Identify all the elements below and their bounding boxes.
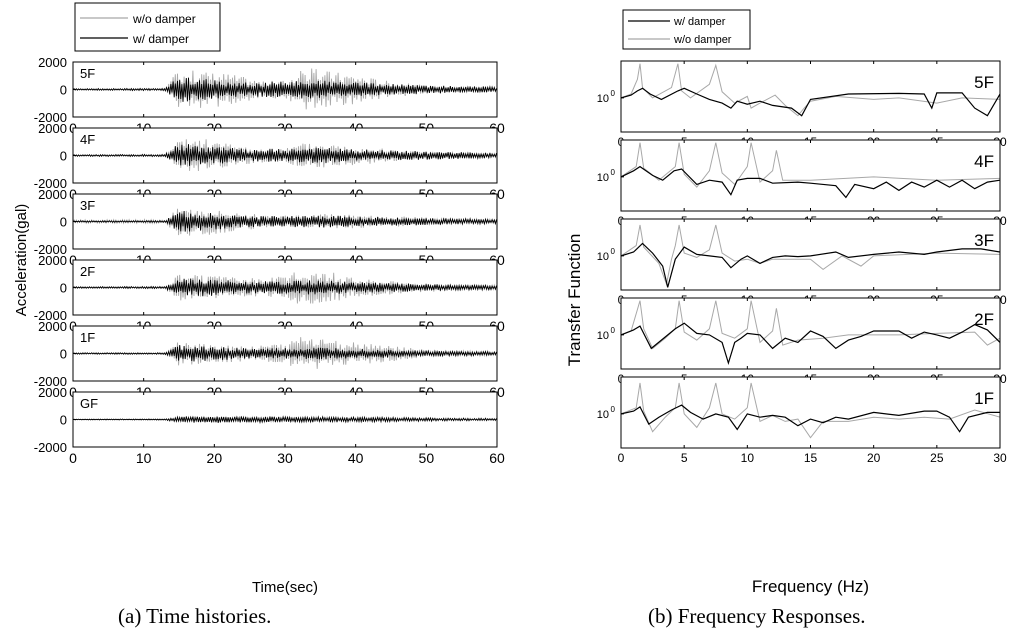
y-tick-label: 10	[597, 93, 609, 105]
panel-freq-2F: 0510152025301002F	[597, 297, 1007, 386]
y-tick-label: -2000	[34, 440, 67, 455]
legend-label-without-damper: w/o damper	[673, 34, 732, 46]
panel-label-2F: 2F	[974, 310, 994, 329]
series-with-damper-2F	[73, 278, 497, 297]
y-tick-label: 0	[60, 83, 67, 98]
x-tick-label: 30	[993, 451, 1007, 465]
panel-label-3F: 3F	[80, 198, 95, 213]
panel-freq-3F: 0510152025301003F	[597, 218, 1007, 307]
panel-label-GF: GF	[80, 396, 98, 411]
series-with-damper-4F	[621, 165, 1000, 199]
series-with-damper-5F	[621, 87, 1000, 117]
y-tick-label: 0	[60, 347, 67, 362]
x-tick-label: 10	[136, 450, 152, 466]
legend-label-without-damper: w/o damper	[132, 12, 196, 26]
y-tick-exponent: 0	[611, 89, 616, 98]
y-tick-label: -2000	[34, 110, 67, 125]
x-tick-label: 30	[277, 450, 293, 466]
y-tick-label: -2000	[34, 242, 67, 257]
series-with-damper-1F	[73, 345, 497, 362]
x-tick-label: 20	[867, 451, 881, 465]
y-tick-exponent: 0	[611, 405, 616, 414]
series-with-damper-GF	[73, 415, 497, 425]
y-tick-label: 0	[60, 413, 67, 428]
y-tick-label: 0	[60, 281, 67, 296]
x-axis-label-frequency: Frequency (Hz)	[752, 577, 869, 596]
series-with-damper-3F	[621, 242, 1000, 288]
caption-b: (b) Frequency Responses.	[648, 604, 866, 628]
panel-freq-5F: 0510152025301005F	[597, 60, 1007, 149]
legend-label-with-damper: w/ damper	[673, 16, 726, 28]
y-tick-label: 2000	[38, 385, 67, 400]
series-with-damper-1F	[621, 404, 1000, 433]
y-tick-exponent: 0	[611, 326, 616, 335]
x-tick-label: 15	[804, 451, 818, 465]
y-tick-label: -2000	[34, 176, 67, 191]
x-tick-label: 40	[348, 450, 364, 466]
x-tick-label: 25	[930, 451, 944, 465]
panel-label-3F: 3F	[974, 231, 994, 250]
y-tick-label: 0	[60, 149, 67, 164]
y-tick-label: -2000	[34, 374, 67, 389]
x-tick-label: 50	[419, 450, 435, 466]
legend-label-with-damper: w/ damper	[132, 32, 189, 46]
x-tick-label: 5	[681, 451, 688, 465]
y-tick-label: 2000	[38, 253, 67, 268]
panel-label-2F: 2F	[80, 264, 95, 279]
panel-label-5F: 5F	[80, 66, 95, 81]
series-with-damper-5F	[73, 77, 497, 102]
panel-label-4F: 4F	[80, 132, 95, 147]
x-tick-label: 0	[618, 451, 625, 465]
series-with-damper-4F	[73, 144, 497, 166]
x-tick-label: 10	[741, 451, 755, 465]
panel-label-4F: 4F	[974, 152, 994, 171]
x-tick-label: 0	[69, 450, 77, 466]
legend-frequency-responses: w/ damper w/o damper	[622, 9, 751, 50]
panel-label-5F: 5F	[974, 73, 994, 92]
panel-freq-4F: 0510152025301004F	[597, 139, 1007, 228]
series-with-damper-2F	[621, 322, 1000, 366]
y-tick-label: 10	[597, 330, 609, 342]
legend-time-histories: w/o damper w/ damper	[74, 2, 221, 52]
y-tick-exponent: 0	[611, 247, 616, 256]
series-with-damper-3F	[73, 210, 497, 232]
caption-a: (a) Time histories.	[118, 604, 272, 628]
y-axis-label-acceleration: Acceleration(gal)	[13, 204, 30, 317]
y-tick-label: -2000	[34, 308, 67, 323]
y-tick-label: 2000	[38, 187, 67, 202]
y-tick-label: 10	[597, 251, 609, 263]
x-tick-label: 60	[489, 450, 505, 466]
y-tick-label: 10	[597, 172, 609, 184]
y-tick-label: 2000	[38, 121, 67, 136]
x-tick-label: 20	[207, 450, 223, 466]
y-tick-exponent: 0	[611, 168, 616, 177]
panel-label-1F: 1F	[80, 330, 95, 345]
legend-box	[622, 9, 751, 50]
y-tick-label: 0	[60, 215, 67, 230]
y-tick-label: 10	[597, 409, 609, 421]
x-axis-label-time: Time(sec)	[252, 579, 318, 596]
series-without-damper-2F	[621, 300, 1000, 350]
y-axis-label-transfer-function: Transfer Function	[565, 234, 584, 367]
legend-box	[74, 2, 221, 52]
y-tick-label: 2000	[38, 55, 67, 70]
y-tick-label: 2000	[38, 319, 67, 334]
series-without-damper-3F	[621, 224, 1000, 286]
series-without-damper-1F	[621, 382, 1000, 439]
panel-label-1F: 1F	[974, 389, 994, 408]
